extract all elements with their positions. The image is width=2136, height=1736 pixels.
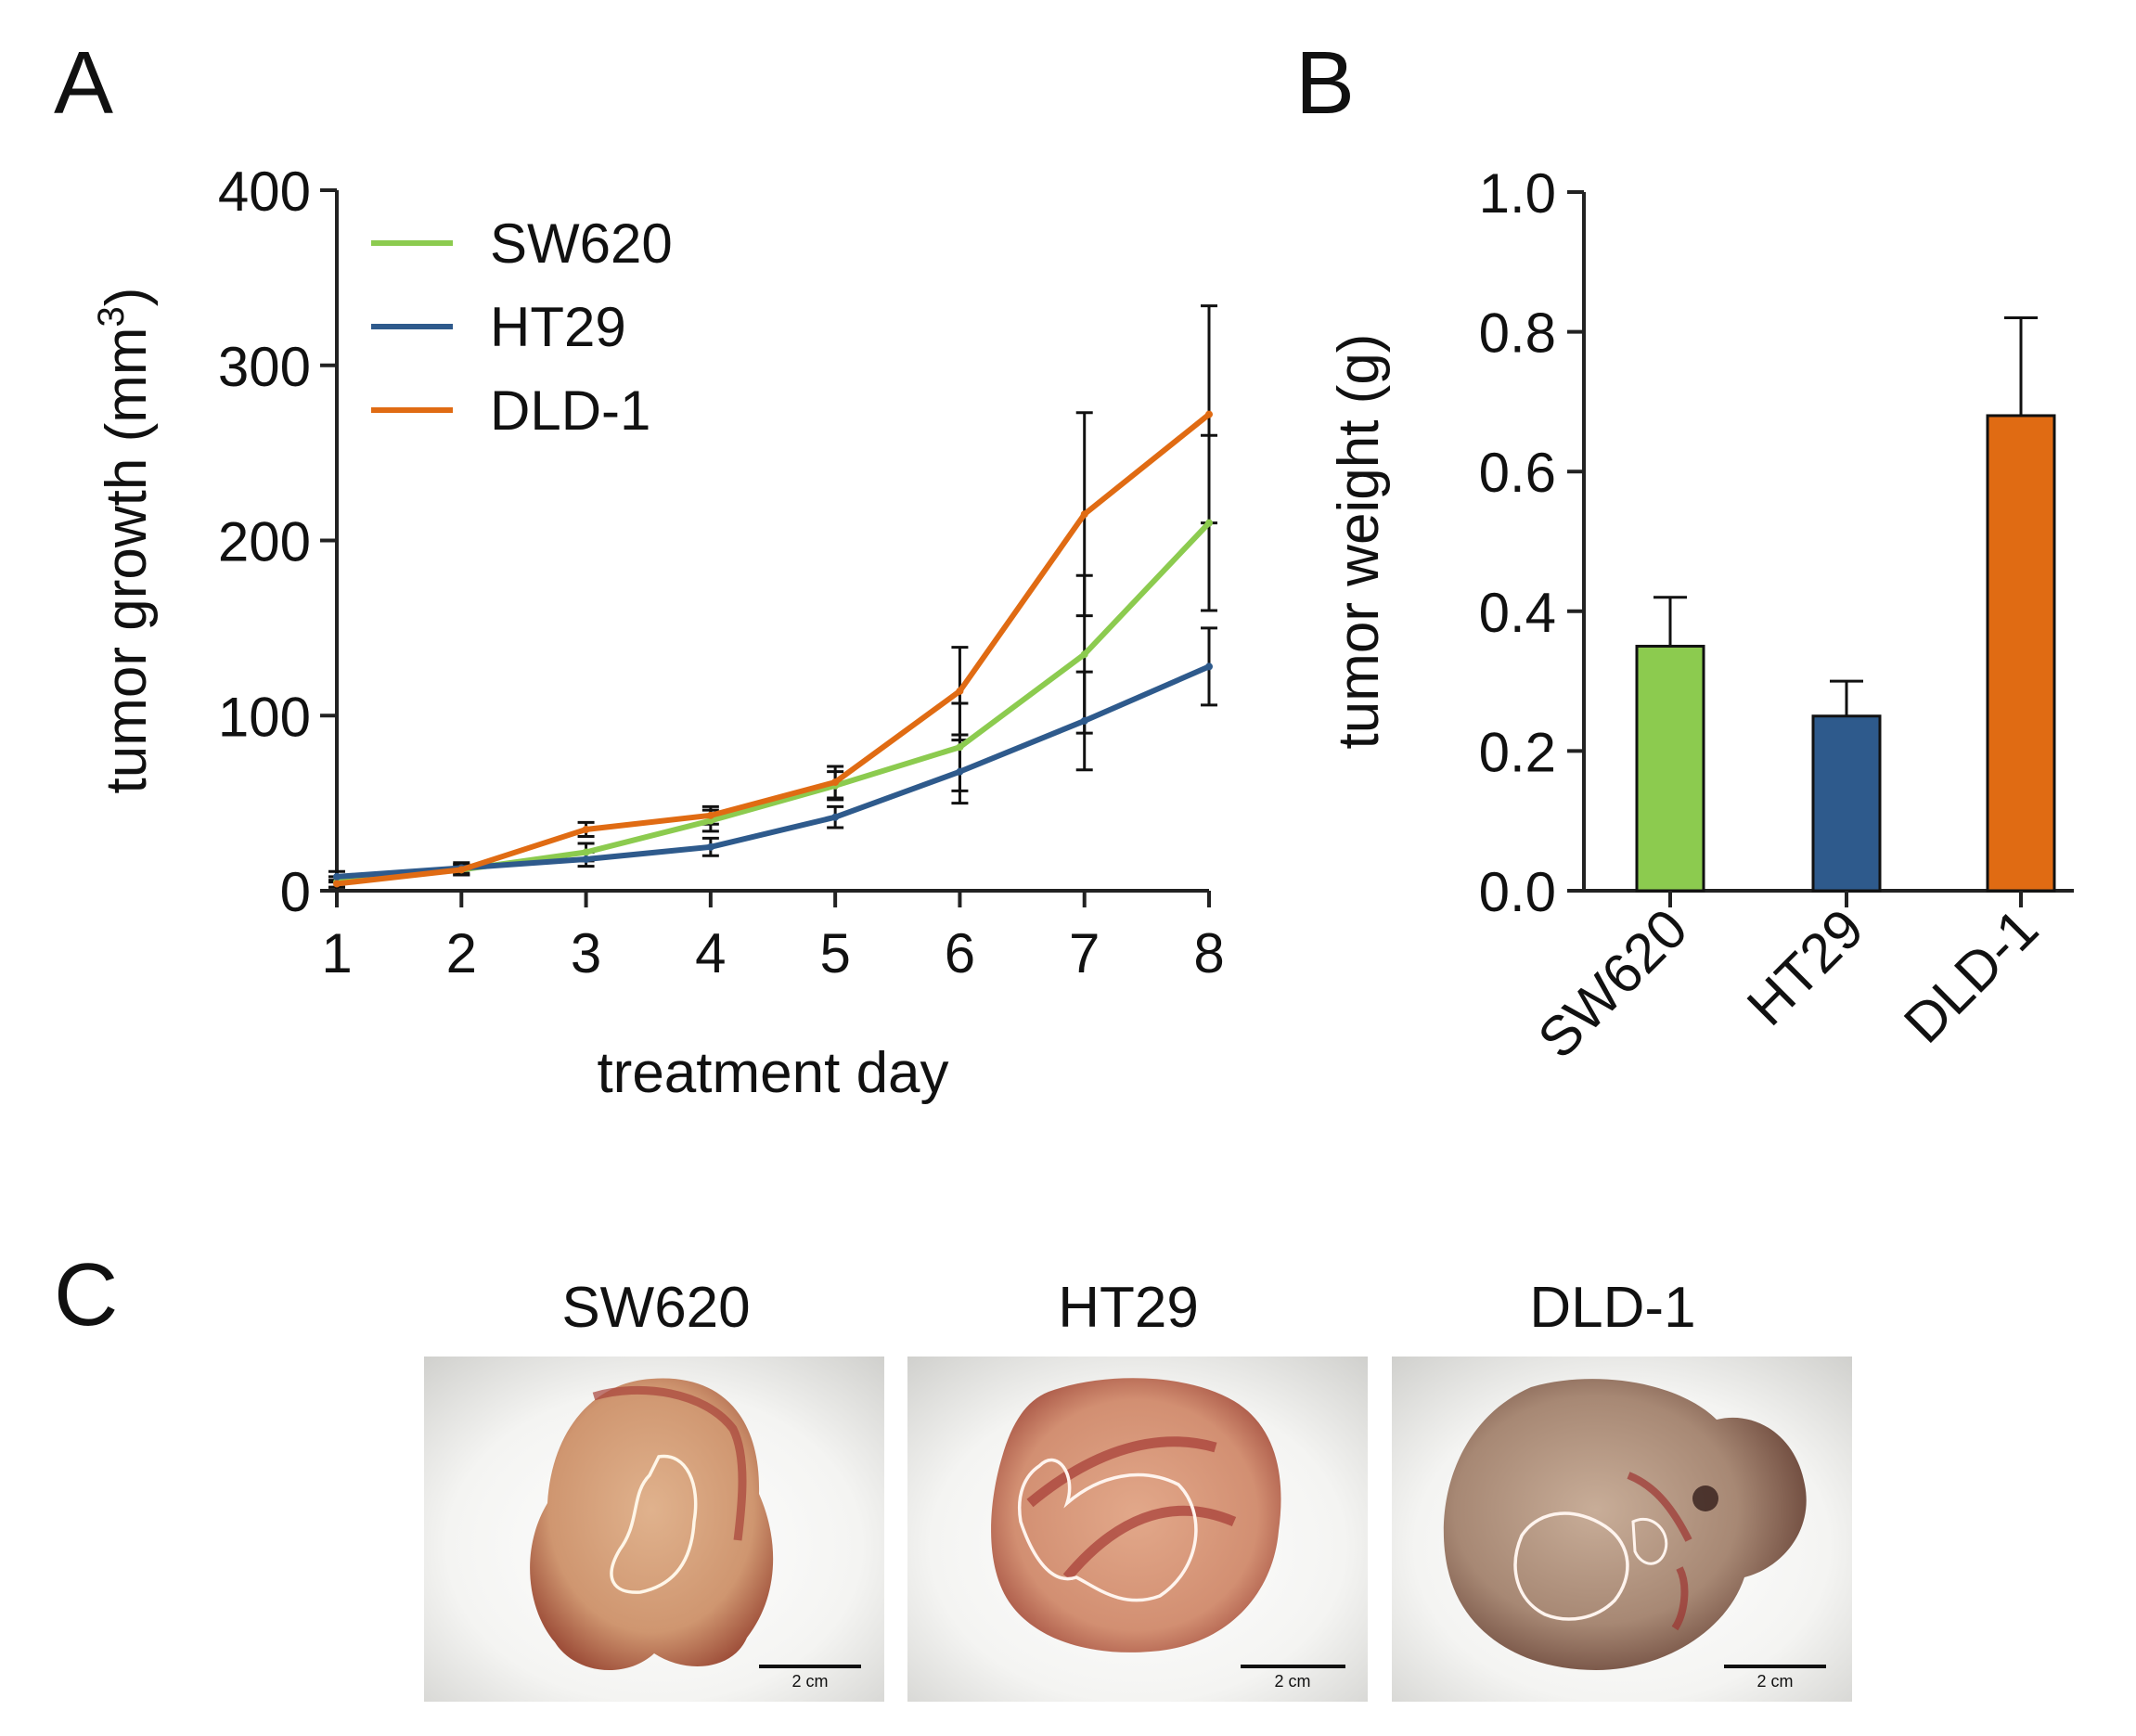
y-axis-title-text: tumor growth (mm — [95, 327, 159, 793]
data-point — [1205, 519, 1213, 527]
data-point — [333, 872, 341, 881]
y-tick-label: 300 — [218, 336, 311, 398]
bar-dld1 — [1986, 414, 2056, 893]
photo-label-sw620: SW620 — [561, 1276, 750, 1340]
x-tick-label: 6 — [945, 922, 975, 984]
data-point — [582, 825, 590, 833]
series-line-ht29 — [336, 663, 1211, 880]
scale-bar-label: 2 cm — [1274, 1672, 1310, 1691]
tumor-vessel — [592, 1385, 747, 1541]
x-tick-label: 8 — [1193, 922, 1224, 984]
data-point — [1080, 716, 1088, 725]
data-point — [706, 842, 714, 851]
tumor-outline — [610, 1454, 698, 1594]
y-tick-label: 0 — [280, 861, 311, 923]
photo-label-ht29: HT29 — [1058, 1276, 1199, 1340]
data-point — [457, 866, 466, 874]
x-axis-title: treatment day — [597, 1041, 948, 1105]
legend-label: DLD-1 — [490, 379, 650, 442]
data-point — [831, 778, 840, 786]
tumor-dld1 — [1443, 1379, 1807, 1670]
panel-label-c: C — [54, 1245, 118, 1344]
tumor-sw620 — [530, 1378, 774, 1671]
bar-sw620 — [1635, 644, 1705, 893]
x-tick-label: 1 — [321, 922, 352, 984]
y-axis-title: tumor growth (mm3) — [91, 288, 159, 794]
photo-panel-sw620: SW620 2 cm — [424, 1276, 884, 1702]
line-chart: 0 100 200 300 400 1 2 3 4 5 6 7 8 treatment day tumor … — [91, 161, 1225, 1105]
x-tick-label: 2 — [446, 922, 477, 984]
data-point — [956, 743, 964, 752]
x-tick-label: HT29 — [1735, 897, 1875, 1037]
y-axis-title-superscript: 3 — [91, 306, 132, 327]
tumor-ht29 — [991, 1378, 1281, 1652]
scale-bar-label: 2 cm — [1756, 1672, 1793, 1691]
x-tick-label: 4 — [695, 922, 726, 984]
y-tick-label: 100 — [218, 686, 311, 748]
x-tick-label: DLD-1 — [1892, 897, 2050, 1055]
photo-panel-ht29: HT29 2 cm — [907, 1276, 1368, 1702]
y-tick-label: 200 — [218, 511, 311, 573]
series-line-dld1 — [336, 412, 1211, 887]
data-point — [956, 767, 964, 776]
data-point — [831, 813, 840, 821]
data-point — [1080, 510, 1088, 519]
data-point — [333, 880, 341, 888]
y-axis-title-close: ) — [95, 288, 159, 307]
y-tick-label: 0.2 — [1479, 721, 1556, 783]
data-point — [582, 848, 590, 856]
panel-label-a: A — [54, 33, 113, 133]
tumor-dark-spot — [1692, 1485, 1718, 1511]
tumor-outline — [1631, 1517, 1668, 1565]
y-tick-label: 0.4 — [1479, 582, 1556, 644]
data-point — [706, 817, 714, 825]
panel-label-b: B — [1295, 33, 1355, 133]
legend-label: HT29 — [490, 296, 626, 358]
x-tick-label: 5 — [819, 922, 850, 984]
y-axis-title: tumor weight (g) — [1327, 334, 1391, 750]
tumor-outline — [1018, 1458, 1198, 1602]
data-point — [1205, 662, 1213, 671]
data-point — [582, 855, 590, 864]
data-point — [706, 811, 714, 819]
x-tick-label: 3 — [571, 922, 601, 984]
scale-bar-label: 2 cm — [791, 1672, 828, 1691]
y-tick-label: 0.0 — [1479, 861, 1556, 923]
photo-label-dld1: DLD-1 — [1529, 1276, 1695, 1340]
x-tick-label: 7 — [1069, 922, 1100, 984]
y-tick-label: 0.6 — [1479, 442, 1556, 504]
data-point — [1080, 650, 1088, 659]
photo-panel-dld1: DLD-1 2 cm — [1392, 1276, 1852, 1702]
tumor-vessel — [1627, 1472, 1692, 1631]
y-tick-label: 1.0 — [1479, 162, 1556, 225]
bar-ht29 — [1811, 714, 1882, 893]
legend-label: SW620 — [490, 212, 673, 275]
y-tick-label: 400 — [218, 161, 311, 223]
tumor-outline — [1513, 1511, 1629, 1621]
tumor-vessel — [1026, 1436, 1237, 1581]
data-point — [1205, 410, 1213, 418]
data-point — [956, 687, 964, 695]
y-tick-label: 0.8 — [1479, 302, 1556, 365]
